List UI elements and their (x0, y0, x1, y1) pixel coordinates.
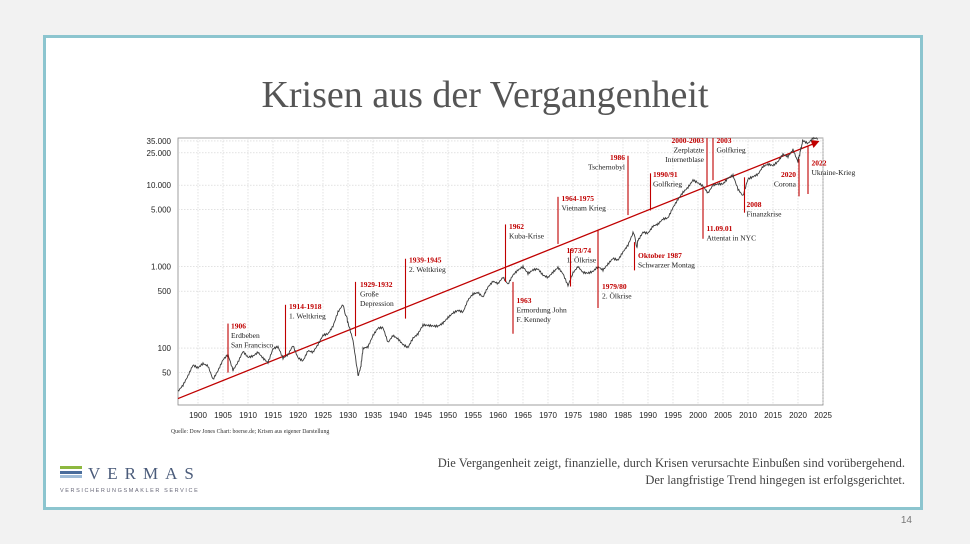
caption-line-2: Der langfristige Trend hingegen ist erfo… (645, 473, 905, 487)
x-tick-label: 1985 (614, 411, 632, 420)
x-tick-label: 1920 (289, 411, 307, 420)
crisis-year-label: 1906 (231, 321, 246, 330)
x-tick-label: 1905 (214, 411, 232, 420)
x-tick-label: 2005 (714, 411, 732, 420)
x-tick-label: 2020 (789, 411, 807, 420)
crisis-description-label: 2. Ölkrise (602, 292, 632, 301)
crisis-description-label: Corona (774, 180, 797, 189)
crisis-year-label: 1990/91 (653, 170, 678, 179)
crisis-description-label: Attentat in NYC (707, 233, 757, 242)
chart-source-note: Quelle: Dow Jones Chart: boerse.de; Kris… (171, 429, 329, 435)
logo-subtitle: VERSICHERUNGSMAKLER SERVICE (60, 488, 200, 494)
x-tick-label: 1970 (539, 411, 557, 420)
crisis-year-label: 1914-1918 (289, 302, 322, 311)
crisis-description-label: Golfkrieg (717, 145, 746, 154)
crisis-description-label: Ukraine-Krieg (812, 168, 856, 177)
x-tick-label: 1930 (339, 411, 357, 420)
crisis-year-label: 2008 (747, 200, 762, 209)
crisis-year-label: 1979/80 (602, 282, 627, 291)
crisis-description-label: 1. Ölkrise (567, 255, 597, 264)
crisis-year-label: 2020 (781, 170, 796, 179)
crisis-description-label: Zerplatzte (674, 145, 705, 154)
plot-area (177, 137, 824, 406)
crisis-year-label: 2022 (812, 158, 827, 167)
crisis-description-label: Schwarzer Montag (638, 261, 695, 270)
trend-line (177, 142, 816, 400)
page-title: Krisen aus der Vergangenheit (261, 74, 709, 116)
y-tick-label: 10.000 (147, 181, 172, 190)
crisis-description-label: Kuba-Krise (509, 231, 545, 240)
x-tick-label: 1945 (414, 411, 432, 420)
x-tick-label: 1990 (639, 411, 657, 420)
crisis-year-label: 2000-2003 (672, 136, 705, 145)
crisis-description-label: Ermordung John (517, 305, 567, 314)
x-tick-label: 1935 (364, 411, 382, 420)
crisis-year-label: 1964-1975 (562, 194, 595, 203)
crisis-year-label: 1962 (509, 222, 524, 231)
crisis-description-label: Finanzkrise (747, 210, 783, 219)
x-tick-label: 1950 (439, 411, 457, 420)
x-tick-label: 1980 (589, 411, 607, 420)
x-tick-label: 2015 (764, 411, 782, 420)
crisis-description-label: F. Kennedy (517, 315, 552, 324)
crisis-year-label: 1929-1932 (360, 280, 393, 289)
x-tick-label: 1925 (314, 411, 332, 420)
crisis-description-label: Erdbeben (231, 331, 260, 340)
x-tick-label: 1955 (464, 411, 482, 420)
y-tick-label: 100 (158, 344, 172, 353)
x-tick-label: 1975 (564, 411, 582, 420)
x-tick-label: 2000 (689, 411, 707, 420)
crisis-year-label: 1973/74 (567, 246, 592, 255)
page-number: 14 (900, 515, 912, 526)
x-tick-label: 1960 (489, 411, 507, 420)
x-tick-label: 1965 (514, 411, 532, 420)
logo-word: VERMAS (88, 464, 201, 483)
logo-bars-icon (60, 466, 210, 478)
vermas-logo: VERMAS VERSICHERUNGSMAKLER SERVICE (60, 464, 210, 496)
crisis-description-label: Golfkrieg (653, 179, 682, 188)
y-tick-label: 50 (162, 369, 171, 378)
y-tick-label: 25.000 (147, 149, 172, 158)
y-tick-label: 35.000 (147, 137, 172, 146)
crisis-year-label: 1963 (517, 296, 532, 305)
x-tick-label: 1915 (264, 411, 282, 420)
caption-line-1: Die Vergangenheit zeigt, finanzielle, du… (437, 456, 905, 470)
crisis-description-label: Große (360, 290, 379, 299)
x-tick-label: 2025 (814, 411, 832, 420)
crisis-year-label: Oktober 1987 (638, 251, 682, 260)
x-tick-label: 1995 (664, 411, 682, 420)
y-tick-label: 500 (158, 287, 172, 296)
y-tick-label: 1.000 (151, 263, 172, 272)
crisis-year-label: 2003 (717, 136, 732, 145)
x-tick-label: 1900 (189, 411, 207, 420)
x-tick-label: 1910 (239, 411, 257, 420)
crisis-description-label: Depression (360, 299, 394, 308)
crisis-description-label: 2. Weltkrieg (409, 265, 446, 274)
x-tick-label: 1940 (389, 411, 407, 420)
y-tick-label: 5.000 (151, 206, 172, 215)
crisis-description-label: 1. Weltkrieg (289, 312, 326, 321)
crisis-description-label: Tschernobyl (588, 162, 625, 171)
slide-caption: Die Vergangenheit zeigt, finanzielle, du… (438, 455, 905, 489)
crisis-year-label: 1986 (610, 153, 625, 162)
x-tick-label: 2010 (739, 411, 757, 420)
crisis-year-label: 1939-1945 (409, 256, 442, 265)
crisis-description-label: San Francisco (231, 340, 274, 349)
crisis-description-label: Vietnam Krieg (562, 203, 607, 212)
crisis-description-label: Internetblase (665, 155, 704, 164)
trend-arrowhead (810, 139, 820, 148)
crisis-year-label: 11.09.01 (707, 224, 733, 233)
series-line-dow-jones (177, 136, 819, 392)
